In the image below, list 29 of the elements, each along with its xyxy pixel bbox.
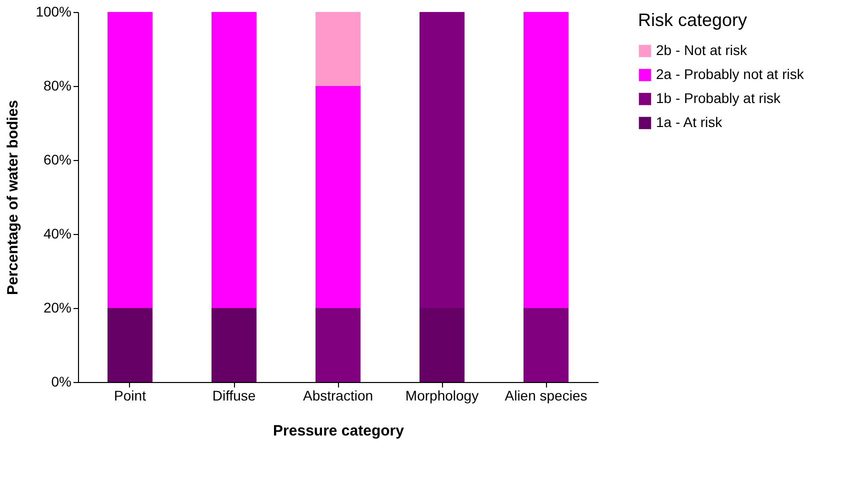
- x-tick-label: Morphology: [405, 388, 479, 404]
- y-tick-label: 0%: [51, 374, 72, 390]
- legend-label: 1b - Probably at risk: [656, 90, 782, 106]
- legend-title: Risk category: [638, 10, 748, 30]
- y-tick-label: 40%: [43, 226, 72, 242]
- bar: [316, 12, 360, 86]
- bar: [212, 308, 256, 382]
- x-tick-label: Abstraction: [302, 388, 374, 404]
- bar: [420, 308, 464, 382]
- x-tick-label: Alien species: [504, 388, 588, 404]
- bar: [524, 308, 568, 382]
- bar: [108, 308, 152, 382]
- legend-label: 2a - Probably not at risk: [656, 66, 805, 82]
- bar: [316, 308, 360, 382]
- x-tick-label: Diffuse: [212, 388, 256, 404]
- bar: [108, 12, 152, 308]
- y-tick-label: 80%: [43, 78, 72, 94]
- y-tick-label: 60%: [43, 152, 72, 168]
- bar: [420, 12, 464, 308]
- legend-label: 1a - At risk: [656, 114, 724, 130]
- y-axis-title: Percentage of water bodies: [4, 100, 22, 296]
- x-axis-title: Pressure category: [273, 422, 405, 440]
- bar: [524, 12, 568, 308]
- x-tick-label: Point: [114, 388, 146, 404]
- y-tick-label: 20%: [43, 300, 72, 316]
- y-tick-label: 100%: [36, 4, 72, 20]
- bar: [316, 86, 360, 308]
- legend-label: 2b - Not at risk: [656, 42, 748, 58]
- bar: [212, 12, 256, 308]
